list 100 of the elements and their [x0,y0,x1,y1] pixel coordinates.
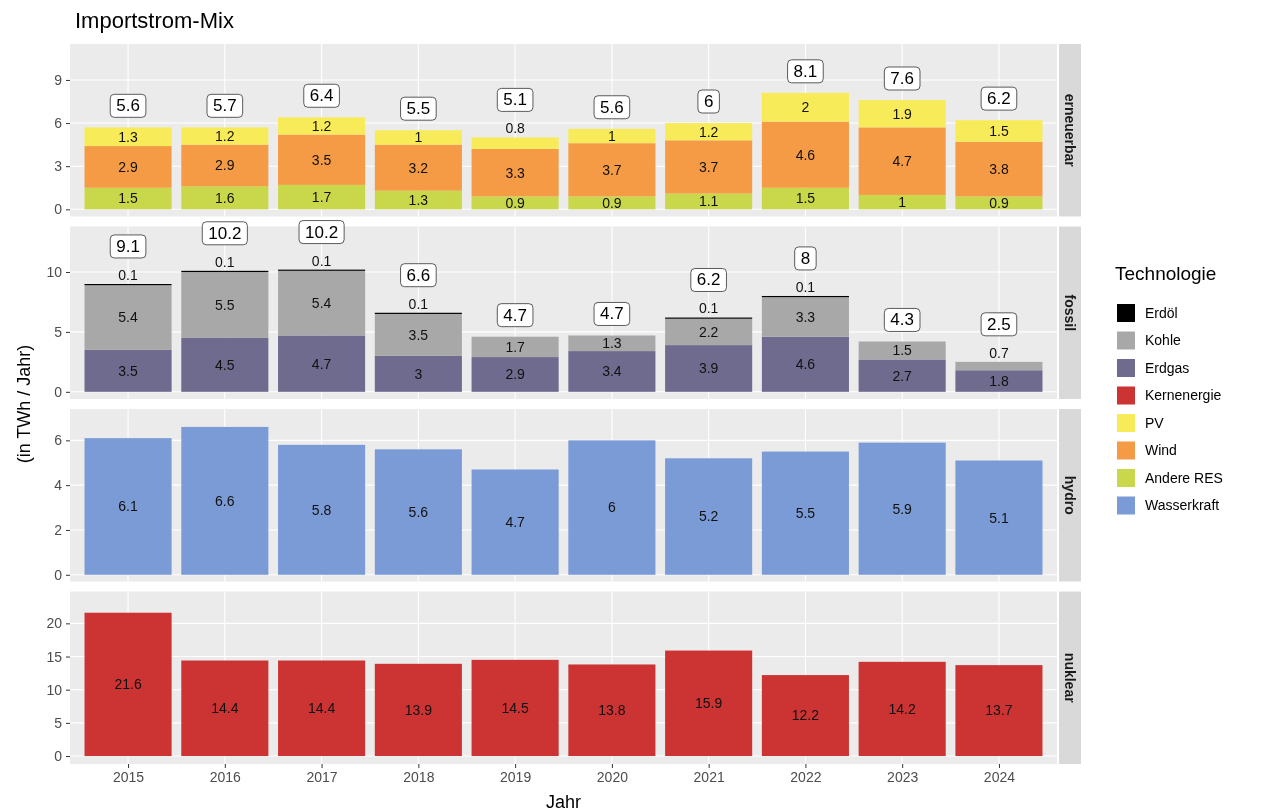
bar [278,660,366,757]
data-label: 4.6 [795,146,816,163]
data-label: 5.1 [989,509,1009,526]
data-label: 1.5 [795,190,816,207]
legend-label: Erdgas [1145,359,1190,376]
bar [181,144,269,187]
total-label: 4.7 [503,305,527,325]
bar [471,137,559,149]
bar [955,361,1043,371]
bar [471,148,559,197]
bar [374,313,462,356]
bar [374,130,462,145]
total-label: 7.6 [890,69,914,89]
legend-label: Wasserkraft [1145,497,1220,514]
data-label: 0.9 [505,194,526,211]
bar [858,442,946,575]
data-label: 0.1 [408,295,429,312]
data-label: 0.1 [698,300,719,317]
data-label: 3.8 [989,160,1009,177]
bar [84,146,172,188]
data-label: 2.7 [892,367,913,384]
data-label: 1.2 [311,117,332,134]
y-tick-label: 10 [46,681,63,698]
total-label: 2.5 [987,314,1011,334]
total-label: 4.7 [600,304,624,324]
legend-label: Kernenergie [1145,387,1222,404]
data-label: 2 [801,99,810,116]
legend-label: PV [1145,414,1165,431]
total-label: 5.6 [116,96,140,116]
data-label: 5.2 [698,508,719,525]
bar [181,272,269,338]
data-label: 2.9 [505,366,526,383]
data-label: 5.5 [795,505,816,522]
data-label: 0.1 [795,278,816,295]
bar [181,426,269,575]
data-label: 1.3 [602,335,622,352]
total-label: 6.6 [406,265,431,285]
y-tick-label: 2 [54,521,63,538]
data-label: 1.8 [989,372,1009,389]
data-label: 2.9 [118,158,138,175]
data-label: 5.6 [408,503,429,520]
bar [761,451,849,575]
data-label: 14.5 [501,699,529,716]
data-label: 1.2 [698,123,719,140]
data-label: 1.3 [118,128,138,145]
total-label: 8 [800,248,811,268]
bar [84,285,172,350]
legend-label: Andere RES [1145,469,1223,486]
total-label: 6.4 [309,86,334,106]
data-label: 15.9 [695,695,723,712]
data-label: 5.5 [215,296,235,313]
bar [471,659,559,757]
bar [374,190,462,210]
x-tick-label: 2019 [500,768,532,785]
total-label: 4.3 [890,310,914,330]
data-label: 3.9 [698,360,719,377]
data-label: 1.5 [892,342,913,359]
y-tick-label: 3 [54,158,63,175]
data-label: 4.7 [505,514,526,531]
data-label: 1.7 [505,338,526,355]
y-tick-label: 5 [54,714,63,731]
data-label: 3.5 [118,362,138,379]
x-tick-label: 2022 [790,768,822,785]
bar [955,370,1043,392]
bar [471,357,559,392]
bar [858,100,946,128]
bar [181,186,269,210]
data-label: 1.7 [311,188,332,205]
total-label: 5.1 [503,90,527,110]
y-tick-label: 6 [54,432,63,449]
data-label: 0.8 [505,120,526,137]
y-tick-label: 6 [54,115,63,132]
x-tick-label: 2023 [887,768,919,785]
text: nuklear [1062,652,1079,704]
data-label: 12.2 [791,707,820,724]
bar [278,117,366,135]
bar [858,359,946,392]
data-label: 0.9 [602,194,622,211]
data-label: 0.9 [989,194,1009,211]
x-tick-label: 2021 [693,768,725,785]
data-label: 3.7 [698,158,719,175]
total-label: 5.5 [406,99,431,119]
text: fossil [1062,294,1079,332]
bar [761,92,849,122]
bar [665,345,753,392]
data-label: 1.2 [215,127,235,144]
bar [955,460,1043,575]
total-label: 6.2 [696,270,721,290]
bar [761,187,849,210]
data-label: 14.2 [888,700,917,717]
data-label: 13.7 [985,702,1013,719]
bar [181,127,269,145]
bar [568,664,656,757]
bar [181,660,269,757]
bar [665,140,753,194]
legend-label: Wind [1145,442,1177,459]
bar [84,127,172,147]
x-tick-label: 2015 [112,768,145,785]
bar [374,355,462,392]
total-label: 6.2 [987,89,1011,109]
